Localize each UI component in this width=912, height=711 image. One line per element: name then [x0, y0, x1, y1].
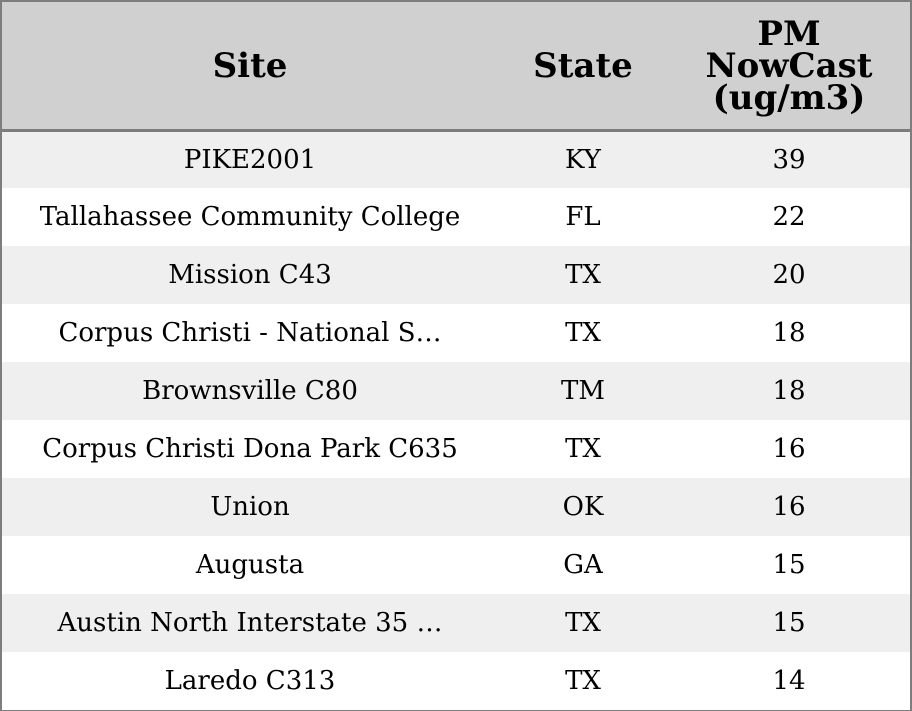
state-cell: TX [565, 318, 601, 348]
site-cell: Austin North Interstate 35 … [57, 608, 443, 638]
pm-value-cell: 14 [772, 666, 806, 696]
site-cell: Laredo C313 [164, 666, 336, 696]
pm-value-cell: 39 [772, 145, 806, 175]
pm-value-cell: 15 [772, 550, 806, 580]
pm-value-cell: 15 [772, 608, 806, 638]
site-cell: Union [210, 492, 290, 522]
table-row[interactable]: Tallahassee Community College FL 22 [2, 188, 910, 246]
pm-value-cell: 16 [772, 434, 806, 464]
site-cell: PIKE2001 [183, 145, 317, 175]
pm-value-cell: 18 [772, 376, 806, 406]
table-row[interactable]: Augusta GA 15 [2, 536, 910, 594]
pm-value-cell: 16 [772, 492, 806, 522]
site-cell: Corpus Christi - National S… [58, 318, 442, 348]
state-cell: GA [563, 550, 603, 580]
table-row[interactable]: Union OK 16 [2, 478, 910, 536]
site-cell: Corpus Christi Dona Park C635 [42, 434, 458, 464]
table-row[interactable]: PIKE2001 KY 39 [2, 132, 910, 188]
site-cell: Augusta [195, 550, 305, 580]
state-cell: TX [565, 260, 601, 290]
state-cell: FL [565, 202, 601, 232]
column-header-state[interactable]: State [533, 45, 633, 86]
table-row[interactable]: Austin North Interstate 35 … TX 15 [2, 594, 910, 652]
site-cell: Tallahassee Community College [39, 202, 461, 232]
table-header: Site State PM NowCast (ug/m3) [2, 2, 910, 132]
pm-value-cell: 20 [772, 260, 806, 290]
site-cell: Mission C43 [168, 260, 332, 290]
column-header-site[interactable]: Site [212, 45, 288, 86]
column-header-pm-nowcast[interactable]: PM NowCast (ug/m3) [705, 13, 873, 118]
state-cell: TX [565, 666, 601, 696]
site-cell: Brownsville C80 [142, 376, 358, 406]
state-cell: OK [562, 492, 604, 522]
pm-value-cell: 18 [772, 318, 806, 348]
table-row[interactable]: Laredo C313 TX 14 [2, 652, 910, 710]
pm-value-cell: 22 [772, 202, 806, 232]
table-row[interactable]: Corpus Christi Dona Park C635 TX 16 [2, 420, 910, 478]
state-cell: KY [565, 145, 601, 175]
state-cell: TX [565, 434, 601, 464]
table-row[interactable]: Mission C43 TX 20 [2, 246, 910, 304]
state-cell: TX [565, 608, 601, 638]
table-row[interactable]: Brownsville C80 TM 18 [2, 362, 910, 420]
table-body: PIKE2001 KY 39 Tallahassee Community Col… [2, 132, 910, 710]
table-row[interactable]: Corpus Christi - National S… TX 18 [2, 304, 910, 362]
state-cell: TM [561, 376, 605, 406]
